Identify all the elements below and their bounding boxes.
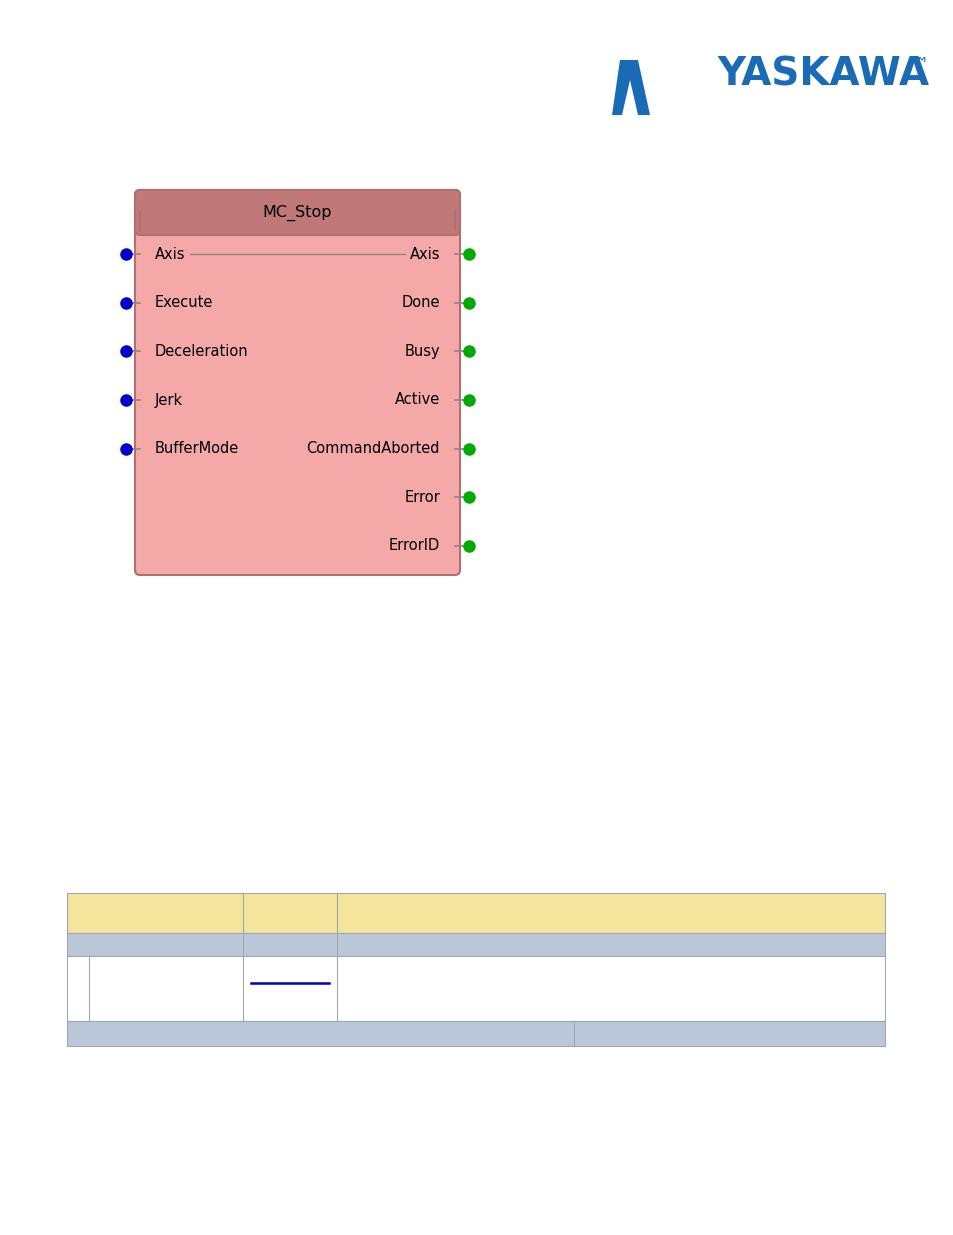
Bar [67,932,884,956]
Text: ErrorID: ErrorID [388,538,439,553]
Text: Busy: Busy [404,343,439,359]
Text: Axis: Axis [409,247,439,262]
Text: CommandAborted: CommandAborted [306,441,439,456]
Bar [67,893,884,932]
Text: Axis: Axis [154,247,185,262]
Text: Jerk: Jerk [154,393,183,408]
Text: Execute: Execute [154,295,213,310]
Text: YASKAWA: YASKAWA [717,56,929,94]
Text: ™: ™ [860,56,929,75]
Polygon shape [612,61,649,115]
Text: Deceleration: Deceleration [154,343,249,359]
FancyBboxPatch shape [135,190,459,235]
Text: MC_Stop: MC_Stop [262,205,332,221]
Text: Error: Error [404,489,439,505]
FancyBboxPatch shape [135,190,459,576]
Bar [67,956,884,1021]
Text: Active: Active [395,393,439,408]
Bar [67,1021,884,1046]
Text: BufferMode: BufferMode [154,441,239,456]
Text: Done: Done [401,295,439,310]
Bar [145,212,450,231]
